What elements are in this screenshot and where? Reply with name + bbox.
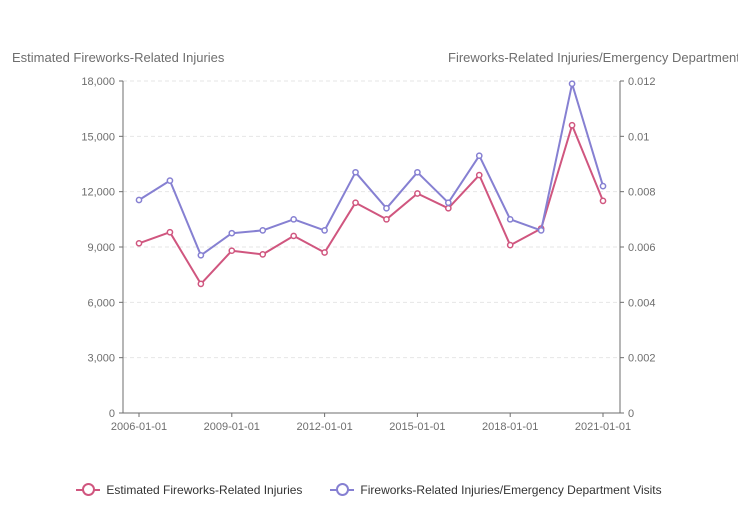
data-point-ratio xyxy=(259,227,267,234)
data-point-ratio xyxy=(197,251,205,259)
data-point-injuries xyxy=(321,249,328,256)
x-tick-label: 2015-01-01 xyxy=(389,421,445,433)
data-point-injuries xyxy=(352,199,359,207)
x-tick-label: 2021-01-01 xyxy=(575,421,631,433)
data-point-ratio xyxy=(506,215,514,223)
left-tick-label: 6,000 xyxy=(87,297,115,309)
right-tick-label: 0 xyxy=(628,408,634,420)
right-tick-label: 0.012 xyxy=(628,76,656,88)
right-axis-title: Fireworks-Related Injuries/Emergency Dep… xyxy=(448,50,738,65)
data-point-ratio xyxy=(568,80,576,88)
data-point-ratio xyxy=(228,229,236,237)
left-tick-label: 0 xyxy=(109,408,115,420)
data-point-ratio xyxy=(537,227,545,234)
left-tick-label: 15,000 xyxy=(81,131,115,143)
data-point-injuries xyxy=(444,204,452,212)
data-point-ratio xyxy=(321,227,328,234)
left-tick-label: 18,000 xyxy=(81,76,115,88)
data-point-injuries xyxy=(135,239,143,247)
axes xyxy=(119,80,624,417)
left-tick-label: 3,000 xyxy=(87,353,115,365)
x-tick-label: 2012-01-01 xyxy=(296,421,352,433)
data-point-ratio xyxy=(383,204,390,212)
grid-lines xyxy=(123,80,620,359)
data-point-injuries xyxy=(599,197,607,205)
legend-item-ratio[interactable]: Fireworks-Related Injuries/Emergency Dep… xyxy=(330,483,662,497)
data-point-ratio xyxy=(135,196,143,204)
data-point-injuries xyxy=(383,215,390,223)
data-point-injuries xyxy=(259,251,267,258)
data-point-ratio xyxy=(414,168,421,176)
series-line-injuries xyxy=(138,124,604,285)
data-point-injuries xyxy=(568,121,576,129)
right-tick-label: 0.008 xyxy=(628,187,656,199)
right-tick-label: 0.006 xyxy=(628,242,656,254)
left-axis-title: Estimated Fireworks-Related Injuries xyxy=(12,50,225,65)
data-point-ratio xyxy=(166,177,174,184)
right-tick-label: 0.002 xyxy=(628,353,656,365)
series-line-ratio xyxy=(138,82,604,257)
x-tick-label: 2018-01-01 xyxy=(482,421,538,433)
series-lines xyxy=(135,80,607,288)
data-point-injuries xyxy=(228,247,236,255)
data-point-ratio xyxy=(444,199,452,207)
x-tick-label: 2006-01-01 xyxy=(111,421,167,433)
data-point-ratio xyxy=(475,152,483,160)
left-tick-label: 12,000 xyxy=(81,187,115,199)
data-point-injuries xyxy=(475,171,483,179)
data-point-injuries xyxy=(197,280,205,288)
legend-swatch-injuries xyxy=(76,483,101,496)
data-point-injuries xyxy=(166,228,174,236)
tick-labels: 0 0 3,000 0.002 6,000 0.004 9,000 0.006 12,000 0.… xyxy=(81,76,655,433)
data-point-ratio xyxy=(599,182,607,190)
left-tick-label: 9,000 xyxy=(87,242,115,254)
legend-label-ratio: Fireworks-Related Injuries/Emergency Dep… xyxy=(360,483,662,497)
right-tick-label: 0.004 xyxy=(628,297,656,309)
legend-swatch-ratio xyxy=(330,483,355,496)
data-point-injuries xyxy=(506,241,514,249)
line-chart: 0 0 3,000 0.002 6,000 0.004 9,000 0.006 12,000 0.… xyxy=(81,76,655,433)
data-point-injuries xyxy=(290,232,298,240)
legend-label-injuries: Estimated Fireworks-Related Injuries xyxy=(106,483,303,497)
data-point-ratio xyxy=(352,168,359,176)
data-point-injuries xyxy=(414,190,421,197)
legend: Estimated Fireworks-Related Injuries Fir… xyxy=(0,483,738,497)
x-tick-label: 2009-01-01 xyxy=(204,421,260,433)
data-point-ratio xyxy=(290,215,298,223)
right-tick-label: 0.01 xyxy=(628,131,649,143)
legend-item-injuries[interactable]: Estimated Fireworks-Related Injuries xyxy=(76,483,302,497)
